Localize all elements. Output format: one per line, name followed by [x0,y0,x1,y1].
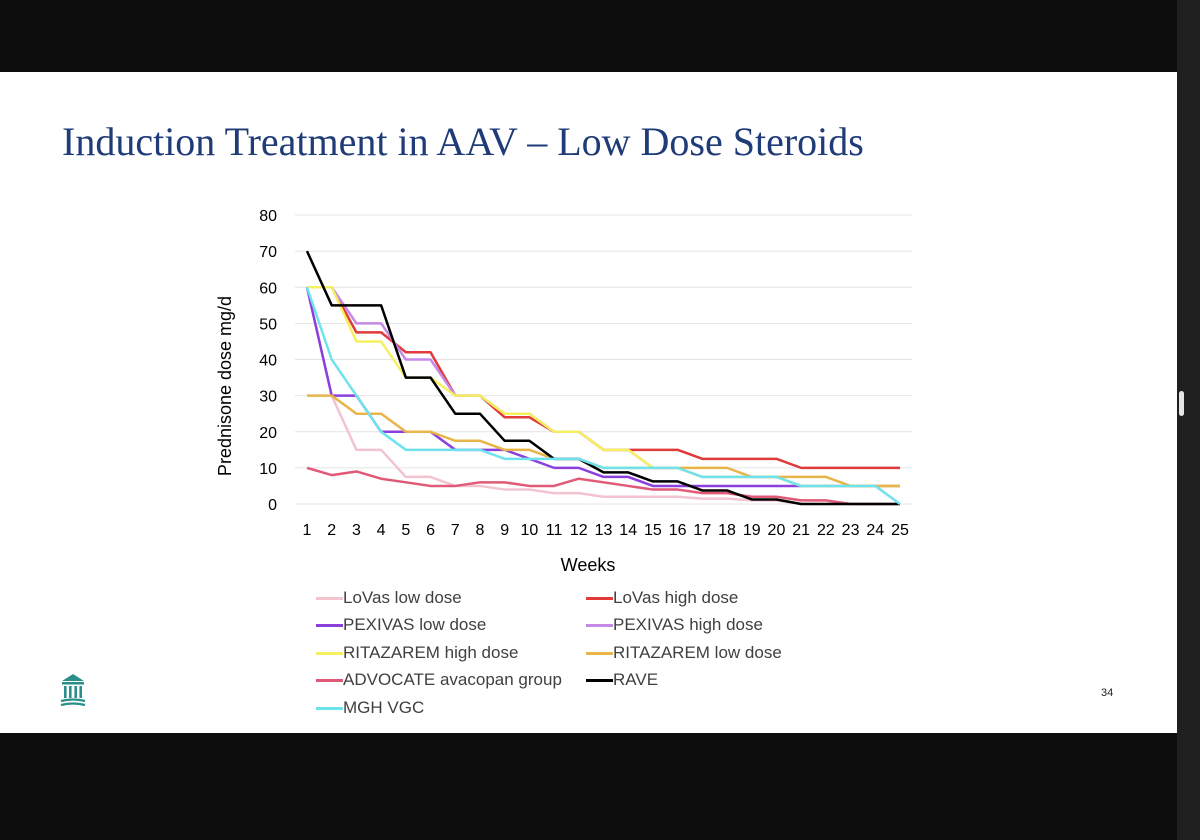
x-tick-label: 3 [352,522,361,539]
legend-label: RITAZAREM high dose [343,643,519,662]
x-tick-label: 5 [401,522,410,539]
x-tick-label: 18 [718,522,736,539]
legend-swatch [316,596,343,600]
legend-swatch [316,678,343,682]
y-tick-label: 20 [259,425,277,442]
legend-item: LoVas high dose [586,585,738,611]
x-tick-label: 25 [891,522,909,539]
x-tick-label: 7 [451,522,460,539]
y-tick-label: 10 [259,461,277,478]
legend-item: RAVE [586,667,658,693]
slide-number: 34 [1101,687,1114,699]
legend-label: RAVE [613,670,659,689]
legend-item: MGH VGC [316,695,424,721]
y-tick-label: 60 [259,280,277,297]
x-axis-label: Weeks [561,555,616,575]
legend-label: PEXIVAS high dose [613,615,763,634]
scroll-handle[interactable] [1179,391,1184,416]
legend-item: PEXIVAS low dose [316,612,486,638]
series-line [307,286,900,488]
legend-swatch [316,706,343,710]
y-tick-label: 40 [259,353,277,370]
legend-label: PEXIVAS low dose [343,615,487,634]
x-tick-label: 15 [644,522,662,539]
series-line [306,466,900,506]
x-tick-label: 13 [595,522,613,539]
x-tick-label: 22 [817,522,835,539]
series-line [307,286,900,470]
legend-item: ADVOCATE avacopan group [316,667,562,693]
legend-swatch [586,651,613,655]
legend-item: RITAZAREM high dose [316,640,518,666]
y-tick-label: 70 [259,244,277,261]
x-tick-label: 24 [866,522,884,539]
legend-label: LoVas low dose [343,588,462,607]
series-line [305,286,901,506]
legend-swatch [316,623,343,627]
y-axis-label: Prednisone dose mg/d [215,296,235,476]
x-tick-label: 16 [669,522,687,539]
legend-swatch [316,651,343,655]
y-tick-label: 0 [268,497,277,514]
x-tick-label: 19 [743,522,761,539]
x-tick-label: 9 [500,522,509,539]
x-tick-label: 8 [476,522,485,539]
x-tick-label: 2 [327,522,336,539]
y-tick-label: 30 [259,389,277,406]
x-tick-label: 14 [619,522,637,539]
legend-item: PEXIVAS high dose [586,612,763,638]
window-edge [1177,0,1200,840]
legend-item: LoVas low dose [316,585,462,611]
legend-item: RITAZAREM low dose [586,640,782,666]
y-tick-label: 80 [259,208,277,225]
series-line [307,286,900,488]
legend-label: ADVOCATE avacopan group [343,670,562,689]
x-tick-label: 23 [842,522,860,539]
x-tick-label: 11 [546,522,563,539]
y-tick-label: 50 [259,316,277,333]
x-tick-label: 1 [303,522,312,539]
x-tick-label: 6 [426,522,435,539]
legend-label: RITAZAREM low dose [613,643,782,662]
institution-building-icon [60,674,86,707]
series-line [305,286,900,488]
x-tick-label: 10 [520,522,538,539]
x-tick-label: 17 [693,522,711,539]
series-line [305,250,900,506]
legend-swatch [586,623,613,627]
x-tick-label: 20 [768,522,786,539]
slide: Induction Treatment in AAV – Low Dose St… [0,72,1177,733]
legend-label: MGH VGC [343,698,425,717]
legend-label: LoVas high dose [613,588,739,607]
x-tick-label: 4 [377,522,386,539]
x-tick-label: 21 [792,522,810,539]
x-tick-label: 12 [570,522,588,539]
legend-swatch [586,596,613,600]
slide-title: Induction Treatment in AAV – Low Dose St… [62,119,864,164]
legend-swatch [586,678,613,682]
